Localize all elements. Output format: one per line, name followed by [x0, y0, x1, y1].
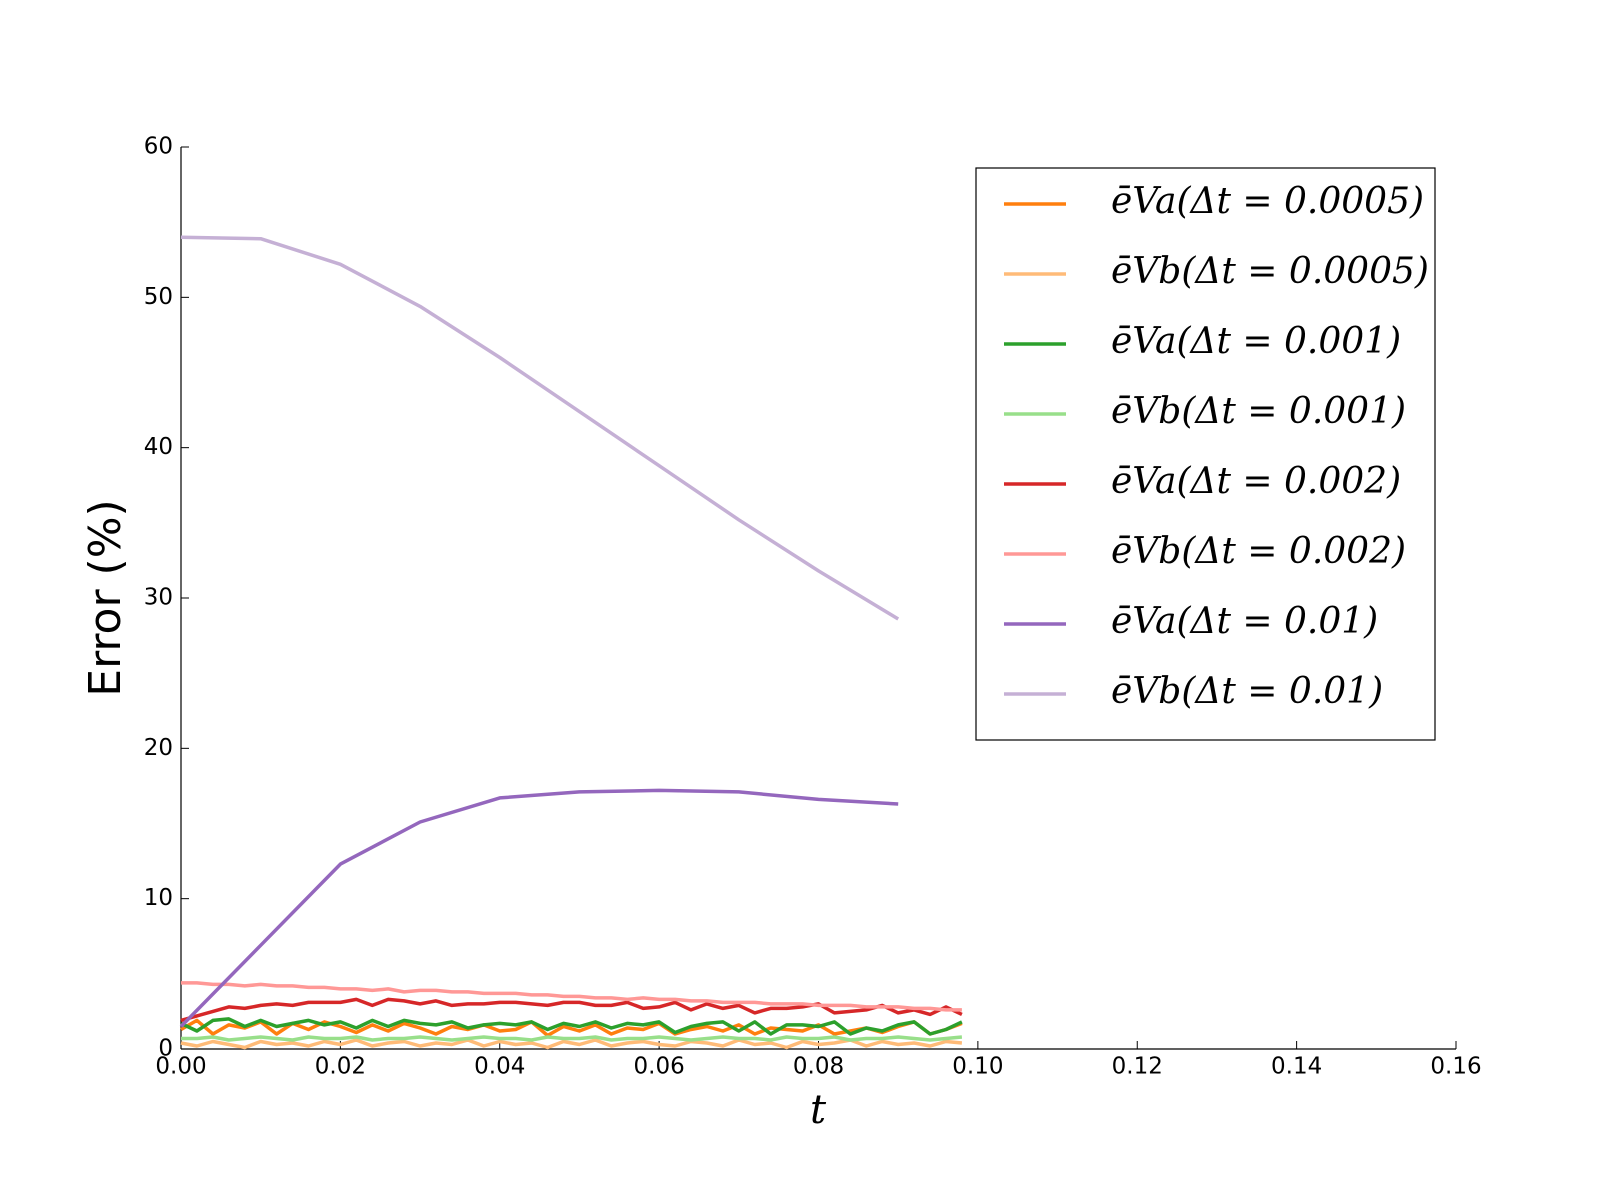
x-tick-label: 0.04	[474, 1054, 525, 1080]
legend-label: ēVb(Δt = 0.0005)	[1111, 251, 1429, 292]
legend-label: ēVa(Δt = 0.0005)	[1111, 181, 1424, 222]
y-tick-label: 40	[144, 434, 173, 460]
y-tick-label: 30	[144, 585, 173, 611]
x-tick-label: 0.08	[793, 1054, 844, 1080]
series-line	[181, 981, 962, 1012]
x-axis-label: t	[810, 1087, 827, 1133]
legend-label: ēVa(Δt = 0.002)	[1111, 461, 1401, 502]
y-tick-label: 10	[144, 885, 173, 911]
legend-label: ēVb(Δt = 0.01)	[1111, 671, 1383, 712]
x-tick-label: 0.14	[1271, 1054, 1322, 1080]
x-tick-label: 0.16	[1430, 1054, 1481, 1080]
x-tick-label: 0.10	[952, 1054, 1003, 1080]
x-tick-label: 0.02	[315, 1054, 366, 1080]
series-line	[180, 1017, 963, 1036]
x-tick-label: 0.00	[155, 1054, 206, 1080]
series-line	[180, 235, 900, 621]
series-line	[179, 788, 899, 1028]
x-tick-label: 0.12	[1112, 1054, 1163, 1080]
y-tick-label: 0	[158, 1036, 173, 1062]
series-line	[180, 1038, 963, 1050]
series-line	[181, 1035, 963, 1042]
y-tick-label: 20	[144, 735, 173, 761]
legend-label: ēVb(Δt = 0.002)	[1111, 531, 1406, 572]
y-tick-label: 60	[144, 134, 173, 160]
legend-box	[975, 167, 1436, 741]
x-tick-label: 0.06	[634, 1054, 685, 1080]
y-axis-label: Error (%)	[80, 499, 131, 696]
legend-label: ēVa(Δt = 0.001)	[1111, 321, 1401, 362]
y-tick-label: 50	[144, 284, 173, 310]
series-line	[180, 997, 963, 1023]
series-line	[180, 1018, 963, 1038]
legend-label: ēVb(Δt = 0.001)	[1111, 391, 1406, 432]
legend-label: ēVa(Δt = 0.01)	[1111, 601, 1378, 642]
